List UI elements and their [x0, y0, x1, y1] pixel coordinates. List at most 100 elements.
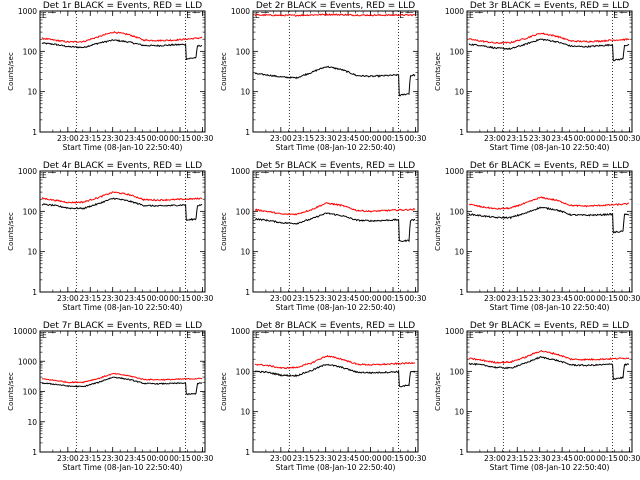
flag-label: E [255, 11, 260, 20]
flag-label: E [399, 11, 404, 20]
y-tick-label: 10 [27, 418, 37, 427]
x-tick-label: 23:45 [124, 134, 146, 143]
series-line-events [254, 363, 416, 388]
plot-frame [39, 170, 206, 293]
y-tick-label: 10 [27, 88, 37, 97]
y-tick-label: 10 [240, 408, 250, 417]
x-tick-label: 23:45 [551, 134, 573, 143]
flag-label: E [469, 11, 474, 20]
series-line-events [41, 376, 203, 396]
y-tick-label: 100 [450, 207, 465, 216]
y-tick-label: 1 [459, 288, 464, 297]
y-axis-label: Counts/sec [7, 372, 15, 411]
y-tick-label: 1000 [18, 7, 37, 16]
series-line-events [254, 65, 416, 97]
x-tick-label: 23:15 [506, 454, 528, 463]
x-tick-label: 00:30 [619, 134, 640, 143]
y-axis-label: Counts/sec [220, 212, 228, 251]
y-tick-label: 1 [459, 128, 464, 137]
x-tick-label: 23:45 [124, 454, 146, 463]
x-tick-label: 00:15 [596, 294, 618, 303]
chart-panel-7: Det 7r BLACK = Events, RED = LLD 1 10 100 10… [7, 321, 213, 472]
flag-label: E [399, 331, 404, 340]
chart-panel-1: Det 1r BLACK = Events, RED = LLD 1 10 100 10… [7, 1, 213, 152]
chart-panel-5: Det 5r BLACK = Events, RED = LLD 1 10 100 10… [220, 161, 426, 312]
chart-title: Det 6r BLACK = Events, RED = LLD [470, 161, 629, 171]
flag-label: E [255, 171, 260, 180]
y-tick-label: 10 [240, 88, 250, 97]
chart-panel-2: Det 2r BLACK = Events, RED = LLD 1 10 100 10… [220, 1, 426, 152]
y-axis-label: Counts/sec [7, 52, 15, 91]
x-tick-label: 23:00 [270, 294, 292, 303]
flag-label: E [42, 331, 47, 340]
x-tick-label: 00:00 [360, 294, 382, 303]
flag-label: E [255, 331, 260, 340]
y-tick-label: 1000 [445, 327, 464, 336]
flag-label: E [613, 171, 618, 180]
x-tick-label: 23:00 [484, 134, 506, 143]
y-tick-label: 1 [32, 288, 37, 297]
x-tick-label: 23:00 [57, 294, 79, 303]
y-tick-label: 1000 [231, 327, 250, 336]
x-tick-label: 00:15 [596, 454, 618, 463]
y-axis-label: Counts/sec [434, 212, 442, 251]
x-tick-label: 00:15 [382, 294, 404, 303]
chart-title: Det 7r BLACK = Events, RED = LLD [43, 321, 202, 331]
x-tick-label: 00:30 [405, 134, 427, 143]
plot-frame [466, 10, 633, 133]
flag-label: E [186, 11, 191, 20]
x-tick-label: 23:30 [102, 134, 124, 143]
y-tick-label: 10 [240, 248, 250, 257]
y-tick-label: 10 [454, 408, 464, 417]
x-tick-label: 00:00 [147, 294, 169, 303]
chart-title: Det 3r BLACK = Events, RED = LLD [470, 1, 629, 11]
plot-frame [252, 10, 419, 133]
y-tick-label: 100 [23, 47, 38, 56]
x-tick-label: 23:00 [57, 454, 79, 463]
series-line-lld [254, 12, 416, 17]
y-tick-label: 100 [236, 47, 251, 56]
x-tick-label: 00:30 [619, 294, 640, 303]
y-tick-label: 1000 [18, 167, 37, 176]
y-axis-label: Counts/sec [220, 52, 228, 91]
flag-label: E [186, 331, 191, 340]
series-line-events [254, 212, 416, 243]
x-tick-label: 00:00 [147, 454, 169, 463]
y-tick-label: 1 [32, 448, 37, 457]
series-line-lld [468, 196, 630, 210]
y-tick-label: 100 [23, 207, 38, 216]
chart-panel-4: Det 4r BLACK = Events, RED = LLD 1 10 100 10… [7, 161, 213, 312]
x-tick-label: 23:30 [315, 294, 337, 303]
y-axis-label: Counts/sec [7, 212, 15, 251]
series-line-lld [254, 354, 416, 370]
y-tick-label: 1000 [18, 357, 37, 366]
chart-title: Det 5r BLACK = Events, RED = LLD [256, 161, 415, 171]
x-axis-label: Start Time (08-Jan-10 22:50:40) [490, 143, 610, 152]
x-axis-label: Start Time (08-Jan-10 22:50:40) [63, 463, 183, 472]
x-tick-label: 00:00 [360, 134, 382, 143]
series-line-lld [254, 202, 416, 216]
x-tick-label: 23:00 [270, 134, 292, 143]
y-tick-label: 1000 [445, 167, 464, 176]
chart-title: Det 2r BLACK = Events, RED = LLD [256, 1, 415, 11]
x-tick-label: 23:15 [292, 294, 314, 303]
x-tick-label: 00:15 [169, 294, 191, 303]
x-tick-label: 23:30 [315, 454, 337, 463]
chart-panel-8: Det 8r BLACK = Events, RED = LLD 1 10 100 10… [220, 321, 426, 472]
x-tick-label: 23:45 [551, 454, 573, 463]
flag-label: E [42, 11, 47, 20]
x-tick-label: 00:30 [192, 134, 214, 143]
plot-frame [466, 170, 633, 293]
x-tick-label: 00:00 [574, 454, 596, 463]
series-line-events [468, 206, 630, 234]
x-tick-label: 00:15 [169, 454, 191, 463]
x-tick-label: 00:15 [382, 134, 404, 143]
x-tick-label: 23:00 [484, 454, 506, 463]
y-tick-label: 1000 [231, 7, 250, 16]
flag-label: E [399, 171, 404, 180]
y-tick-label: 100 [23, 388, 38, 397]
x-axis-label: Start Time (08-Jan-10 22:50:40) [63, 303, 183, 312]
x-tick-label: 23:15 [79, 294, 101, 303]
series-line-lld [468, 349, 630, 364]
chart-title: Det 9r BLACK = Events, RED = LLD [470, 321, 629, 331]
